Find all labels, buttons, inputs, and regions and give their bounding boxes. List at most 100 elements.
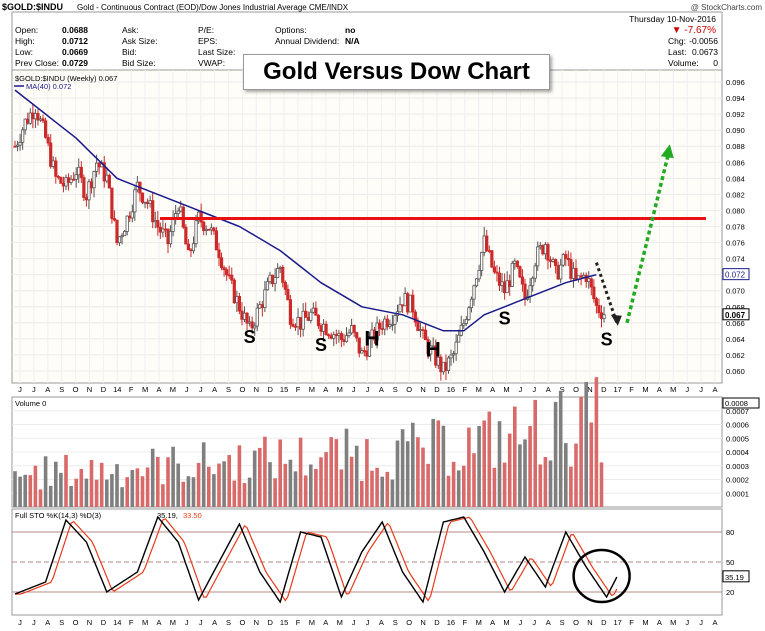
price-candle-body: [298, 317, 303, 330]
price-candle-body: [120, 235, 124, 238]
price-month-17: N: [254, 385, 259, 394]
volume-bar: [176, 463, 180, 507]
header-symbol: $GOLD:$INDU: [2, 2, 63, 12]
price-candle-body: [260, 304, 264, 309]
volume-bar: [451, 461, 456, 507]
price-candle-body: [237, 296, 241, 312]
price-month-37: J: [532, 385, 536, 394]
price-candle-body: [268, 274, 272, 283]
price-candle-body: [449, 354, 453, 359]
sto-highlight-circle: [572, 548, 631, 604]
price-candle-body: [115, 219, 119, 244]
price-month-3: S: [59, 385, 64, 394]
price-candle-body: [209, 227, 213, 231]
sto-month-46: A: [657, 618, 662, 627]
price-month-38: A: [546, 385, 551, 394]
price-tick-10: 0.076: [726, 239, 745, 248]
price-candle-body: [446, 357, 451, 371]
pattern-label-s-5: S: [601, 329, 613, 349]
volume-bar: [33, 465, 38, 507]
price-candle-body: [82, 177, 86, 198]
volume-bar: [18, 476, 22, 507]
volume-bar: [497, 421, 502, 507]
price-candle-body: [125, 215, 129, 232]
volume-bar: [314, 468, 318, 507]
projection-up-arrow: [625, 155, 670, 324]
quote-value-0: 0.0688: [62, 25, 88, 35]
sto-month-2: A: [45, 618, 50, 627]
price-candle-body: [89, 181, 94, 189]
price-candle-body: [464, 319, 468, 324]
volume-bar: [564, 443, 568, 507]
price-candle-body: [597, 305, 601, 314]
volume-bar: [268, 462, 272, 507]
volume-bar: [344, 428, 349, 507]
price-candle-body: [250, 321, 254, 329]
price-candle-body: [283, 281, 287, 290]
price-candle-body: [217, 249, 221, 259]
volume-bar: [553, 401, 558, 507]
pattern-label-h-3: H: [426, 338, 441, 361]
price-candle-body: [589, 278, 593, 288]
price-candle-body: [212, 227, 216, 232]
quote4-value-1: N/A: [345, 36, 360, 46]
price-candle-body: [360, 350, 364, 354]
projection-down-arrow: [594, 262, 619, 324]
projection-down-arrowhead: [610, 314, 622, 326]
price-month-49: J: [699, 385, 703, 394]
header-change-pct: ▼ -7.67%: [672, 25, 716, 36]
price-month-21: M: [309, 385, 315, 394]
price-candle-body: [64, 177, 68, 187]
volume-bar: [135, 468, 140, 507]
volume-label: Volume:: [668, 58, 699, 68]
volume-bar: [23, 474, 27, 507]
price-candle-body: [421, 329, 425, 332]
price-candle-body: [546, 244, 550, 261]
price-month-30: D: [434, 385, 440, 394]
price-month-35: M: [503, 385, 509, 394]
volume-bar: [212, 474, 216, 507]
price-month-15: S: [226, 385, 231, 394]
price-candle-body: [258, 304, 262, 309]
price-month-6: D: [101, 385, 107, 394]
price-tick-5: 0.086: [726, 158, 745, 167]
sto-month-7: 14: [113, 618, 121, 627]
price-candle-body: [474, 278, 479, 287]
sto-legend-prefix: Full STO %K(14,3) %D(3): [15, 511, 102, 520]
quote3-label-3: VWAP:: [198, 58, 225, 68]
price-candle-body: [508, 280, 512, 287]
price-candle-body: [77, 166, 81, 176]
volume-bar: [533, 399, 537, 507]
price-candle-body: [398, 304, 402, 313]
price-candle-body: [123, 231, 127, 237]
volume-bar: [543, 457, 548, 507]
price-candle-body: [92, 171, 96, 189]
sto-month-1: J: [32, 618, 36, 627]
volume-bar: [79, 468, 84, 507]
volume-bar: [263, 436, 267, 507]
sto-month-15: S: [226, 618, 231, 627]
sto-month-18: D: [267, 618, 273, 627]
volume-bar: [594, 377, 599, 507]
price-candle-body: [133, 189, 137, 213]
price-month-27: S: [393, 385, 398, 394]
sto-tick-1: 50: [726, 558, 734, 567]
quote2-label-0: Ask:: [122, 25, 139, 35]
price-candle-body: [18, 141, 22, 146]
last-price-label: 0.067: [725, 311, 746, 320]
volume-bar: [84, 478, 89, 507]
price-candle-body: [551, 259, 555, 262]
price-tick-4: 0.088: [726, 142, 745, 151]
volume-bar: [569, 466, 573, 507]
price-month-14: A: [212, 385, 217, 394]
sto-legend-d: 33.50: [183, 511, 202, 520]
price-candle-body: [23, 118, 27, 131]
price-candle-body: [263, 289, 267, 309]
price-tick-2: 0.092: [726, 110, 745, 119]
price-candle-body: [102, 162, 106, 182]
volume-bar: [405, 441, 410, 507]
price-candle-body: [95, 162, 99, 172]
volume-bar: [150, 448, 155, 507]
price-candle-body: [242, 312, 247, 320]
price-candle-body: [72, 178, 76, 181]
